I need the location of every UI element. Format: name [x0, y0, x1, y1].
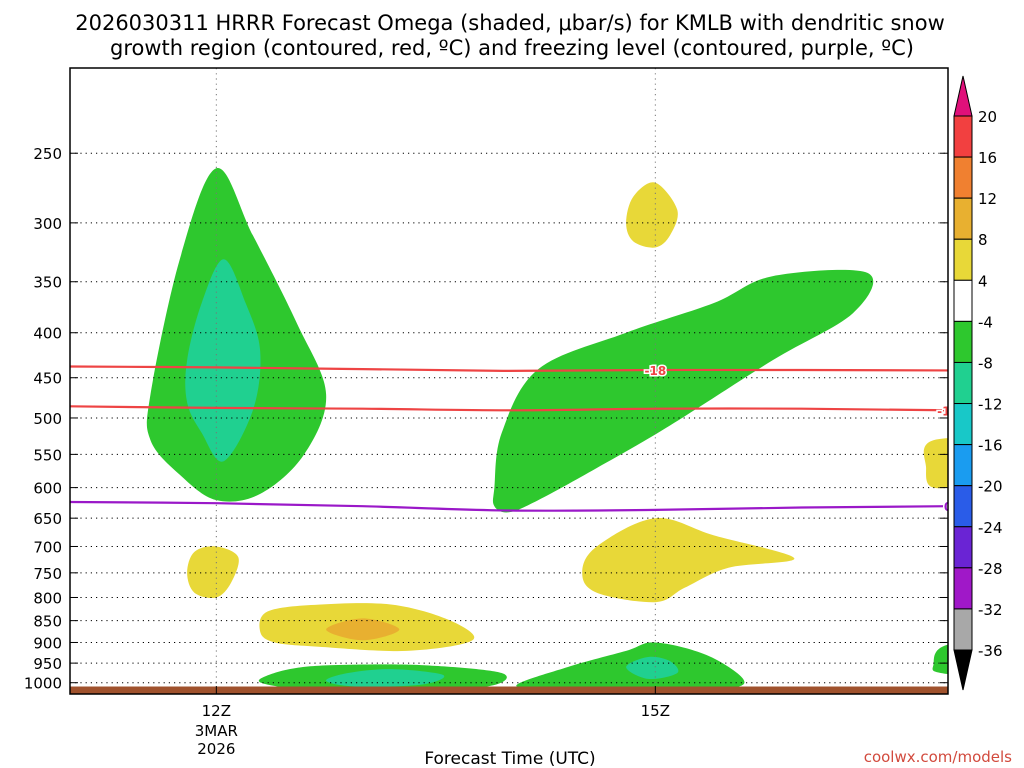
omega-region-7: [582, 518, 795, 603]
colorbar-bin-9: [953, 444, 973, 487]
colorbar-label-3: 12: [978, 190, 997, 208]
ground-surface: [70, 686, 948, 694]
omega-region-11: [326, 669, 445, 687]
y-tick-label-600: 600: [33, 480, 62, 498]
grid: [70, 68, 948, 694]
colorbar-label-7: -8: [978, 354, 993, 372]
y-tick-label-700: 700: [33, 538, 62, 556]
colorbar-bin-8: [953, 403, 973, 446]
colorbar-bin-4: [953, 238, 973, 281]
omega-region-6: [187, 546, 239, 599]
colorbar-bin-5: [953, 279, 973, 322]
colorbar-bin-12: [953, 567, 973, 610]
y-tick-label-650: 650: [33, 510, 62, 528]
omega-region-5: [923, 438, 948, 489]
y-tick-label-1000: 1000: [24, 675, 62, 693]
colorbar-bottom-arrow: [953, 649, 973, 691]
dendritic-bottom-label-1: -12: [937, 404, 959, 418]
omega-shading: [146, 167, 948, 691]
freezing-level-contour: [70, 500, 948, 512]
y-tick-label-950: 950: [33, 655, 62, 673]
colorbar-label-5: 4: [978, 272, 988, 290]
dendritic-bottom-contour: [70, 405, 948, 412]
dendritic-top-contour: [70, 365, 948, 373]
chart-title-line-2: growth region (contoured, red, ºC) and f…: [110, 36, 914, 60]
dendritic-top-label-1: -18: [644, 364, 666, 378]
colorbar-label-9: -16: [978, 437, 1003, 455]
x-tick-date-12Z: 3MAR: [195, 722, 238, 740]
y-tick-label-400: 400: [33, 325, 62, 343]
y-tick-label-750: 750: [33, 565, 62, 583]
colorbar-bin-3: [953, 197, 973, 240]
y-tick-label-900: 900: [33, 634, 62, 652]
omega-region-4: [626, 182, 678, 248]
y-tick-label-800: 800: [33, 589, 62, 607]
y-tick-label-500: 500: [33, 410, 62, 428]
y-tick-label-550: 550: [33, 446, 62, 464]
colorbar-label-1: 20: [978, 108, 997, 126]
y-tick-label-450: 450: [33, 370, 62, 388]
x-tick-year-12Z: 2026: [197, 740, 235, 758]
colorbar-bin-10: [953, 485, 973, 528]
x-axis-label: Forecast Time (UTC): [424, 749, 595, 768]
colorbar-top-arrow: [953, 75, 973, 117]
omega-region-14: [932, 644, 948, 675]
chart-title-line-1: 2026030311 HRRR Forecast Omega (shaded, …: [75, 11, 945, 35]
contours: -18-18-12-120: [70, 363, 959, 516]
colorbar-label-10: -20: [978, 478, 1003, 496]
y-tick-label-300: 300: [33, 215, 62, 233]
colorbar-label-2: 16: [978, 149, 997, 167]
y-axis: 250 300 350 400 450 500 550 600 650 700 750 800 850 9…: [24, 145, 948, 693]
plot-frame: [69, 67, 949, 695]
y-tick-label-850: 850: [33, 613, 62, 631]
colorbar-label-4: 8: [978, 231, 988, 249]
y-tick-label-250: 250: [33, 145, 62, 163]
plot-area: -18-18-12-120250300350400450500550600650…: [24, 67, 959, 758]
freezing-level-label-1: 0: [944, 500, 952, 514]
x-tick-label-12Z: 12Z: [202, 702, 231, 720]
colorbar-label-13: -32: [978, 601, 1003, 619]
colorbar-label-6: -4: [978, 313, 993, 331]
colorbar-bin-2: [953, 156, 973, 199]
x-axis: 12Z3MAR202615Z18Z21Z00Z4MAR03Z: [195, 686, 670, 758]
colorbar-label-14: -36: [978, 642, 1003, 660]
y-tick-label-350: 350: [33, 274, 62, 292]
colorbar-bin-1: [953, 115, 973, 158]
colorbar-label-11: -24: [978, 519, 1003, 537]
colorbar-bin-11: [953, 526, 973, 569]
x-tick-label-15Z: 15Z: [641, 702, 670, 720]
omega-region-3: [492, 269, 874, 513]
colorbar-label-8: -12: [978, 396, 1003, 414]
colorbar-bin-7: [953, 361, 973, 405]
colorbar-label-12: -28: [978, 560, 1003, 578]
omega-region-2: [185, 259, 261, 462]
omega-colorbar: 20 16 12 8 4 -4 -8 -12 -16 -20 -24 -28 -32 -36: [953, 75, 1003, 691]
colorbar-bin-6: [953, 320, 973, 363]
omega-region-13: [626, 656, 679, 680]
omega-region-9: [326, 618, 400, 641]
credit-text: coolwx.com/models: [864, 748, 1012, 766]
colorbar-bin-13: [953, 608, 973, 651]
